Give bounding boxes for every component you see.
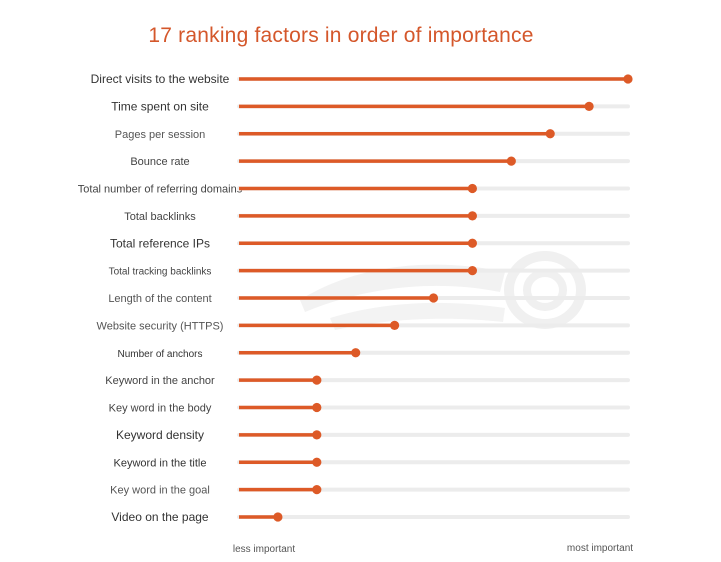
chart-row: Website security (HTTPS) bbox=[97, 320, 630, 332]
value-dot bbox=[467, 183, 477, 194]
category-label: Total number of referring domains bbox=[78, 184, 243, 196]
value-dot bbox=[390, 320, 400, 330]
chart-row: Total tracking backlinks bbox=[109, 266, 630, 278]
value-dot bbox=[467, 211, 477, 221]
value-dot bbox=[351, 348, 361, 358]
value-dot bbox=[623, 74, 633, 84]
category-label: Bounce rate bbox=[130, 156, 189, 168]
chart-row: Keyword in the title bbox=[114, 457, 630, 469]
chart-row: Keyword in the anchor bbox=[105, 375, 630, 387]
chart-row: Pages per session bbox=[115, 129, 630, 141]
category-label: Key word in the goal bbox=[110, 485, 210, 497]
chart-row: Keyword density bbox=[116, 428, 630, 442]
chart-row: Key word in the body bbox=[109, 402, 630, 415]
chart-row: Time spent on site bbox=[111, 99, 630, 113]
category-label: Keyword in the anchor bbox=[105, 375, 215, 387]
chart-rows: Direct visits to the website Time spent o… bbox=[78, 72, 633, 524]
value-dot bbox=[312, 430, 322, 440]
value-dot bbox=[584, 101, 594, 111]
category-label: Keyword in the title bbox=[114, 457, 207, 469]
scale-label-low: less important bbox=[233, 544, 295, 555]
value-dot bbox=[312, 457, 322, 467]
chart-row: Total reference IPs bbox=[110, 236, 630, 250]
value-dot bbox=[312, 485, 322, 495]
category-label: Number of anchors bbox=[117, 349, 202, 360]
category-label: Pages per session bbox=[115, 129, 206, 141]
category-label: Length of the content bbox=[108, 293, 211, 305]
category-label: Key word in the body bbox=[109, 403, 212, 415]
category-label: Website security (HTTPS) bbox=[97, 320, 224, 332]
value-dot bbox=[545, 129, 555, 139]
category-label: Time spent on site bbox=[111, 99, 209, 113]
category-label: Video on the page bbox=[111, 510, 209, 524]
chart-row: Length of the content bbox=[108, 293, 630, 305]
category-label: Total tracking backlinks bbox=[109, 267, 212, 278]
chart-row: Bounce rate bbox=[130, 156, 630, 168]
category-label: Direct visits to the website bbox=[91, 72, 230, 86]
value-dot bbox=[312, 402, 322, 413]
chart-row: Total backlinks bbox=[124, 211, 630, 223]
value-dot bbox=[467, 238, 477, 248]
chart-row: Number of anchors bbox=[117, 348, 630, 360]
category-label: Total backlinks bbox=[124, 211, 196, 223]
value-dot bbox=[506, 156, 516, 166]
chart-row: Total number of referring domains bbox=[78, 183, 630, 196]
chart-row: Video on the page bbox=[111, 510, 630, 524]
semrush-logo-watermark-icon bbox=[300, 251, 586, 330]
chart-title: 17 ranking factors in order of importanc… bbox=[148, 24, 534, 47]
chart-row: Direct visits to the website bbox=[91, 72, 633, 86]
chart-row: Key word in the goal bbox=[110, 485, 630, 497]
value-dot bbox=[428, 293, 439, 303]
value-dot bbox=[467, 266, 477, 276]
category-label: Keyword density bbox=[116, 428, 204, 442]
value-dot bbox=[273, 512, 283, 522]
category-label: Total reference IPs bbox=[110, 236, 210, 250]
value-dot bbox=[312, 375, 322, 385]
scale-label-high: most important bbox=[567, 543, 633, 554]
